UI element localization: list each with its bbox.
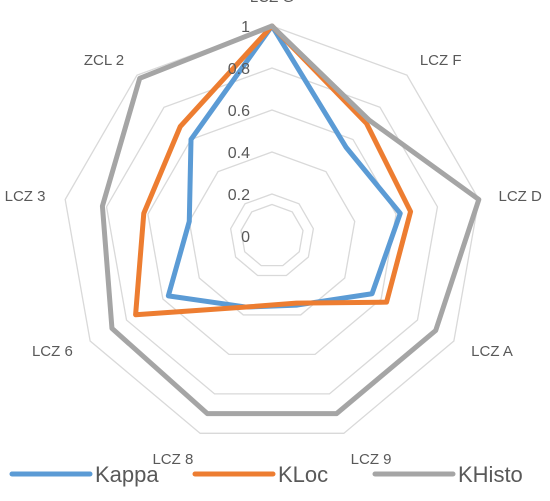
grid-ring-1 [229, 193, 315, 277]
category-label: LCZ F [420, 52, 462, 69]
radial-tick-labels: 0 0.2 0.4 0.6 0.8 1 [228, 19, 250, 246]
legend: Kappa KLoc KHisto [9, 462, 523, 487]
grid-ring-4 [105, 67, 439, 395]
grid-ring-3 [147, 109, 397, 356]
grid-ring-0 [240, 203, 304, 267]
category-labels: LCZ G LCZ F LCZ D LCZ A LCZ 9 LCZ 8 LCZ 6 LCZ 3… [5, 0, 542, 468]
series-line-khisto [99, 23, 482, 417]
tick-label: 1 [241, 19, 250, 36]
tick-label: 0.2 [228, 187, 250, 204]
grid [64, 25, 480, 434]
category-label: LCZ 3 [5, 188, 46, 205]
tick-label: 0.6 [228, 103, 250, 120]
category-label: LCZ 8 [152, 451, 193, 468]
series-lines [99, 23, 482, 417]
tick-label: 0 [241, 229, 250, 246]
series-line-kloc [133, 23, 414, 318]
category-label: ZCL 2 [84, 52, 124, 69]
grid-ring-2 [188, 151, 356, 316]
category-label: LCZ A [471, 343, 513, 360]
legend-label-kappa: Kappa [95, 462, 159, 487]
category-label: LCZ D [499, 188, 543, 205]
grid-ring-5 [64, 25, 480, 434]
category-label: LCZ G [250, 0, 294, 6]
legend-label-khisto: KHisto [458, 462, 523, 487]
legend-label-kloc: KLoc [278, 462, 328, 487]
category-label: LCZ 9 [351, 451, 392, 468]
tick-label: 0.4 [228, 145, 250, 162]
tick-label: 0.8 [228, 61, 250, 78]
category-label: LCZ 6 [32, 343, 73, 360]
